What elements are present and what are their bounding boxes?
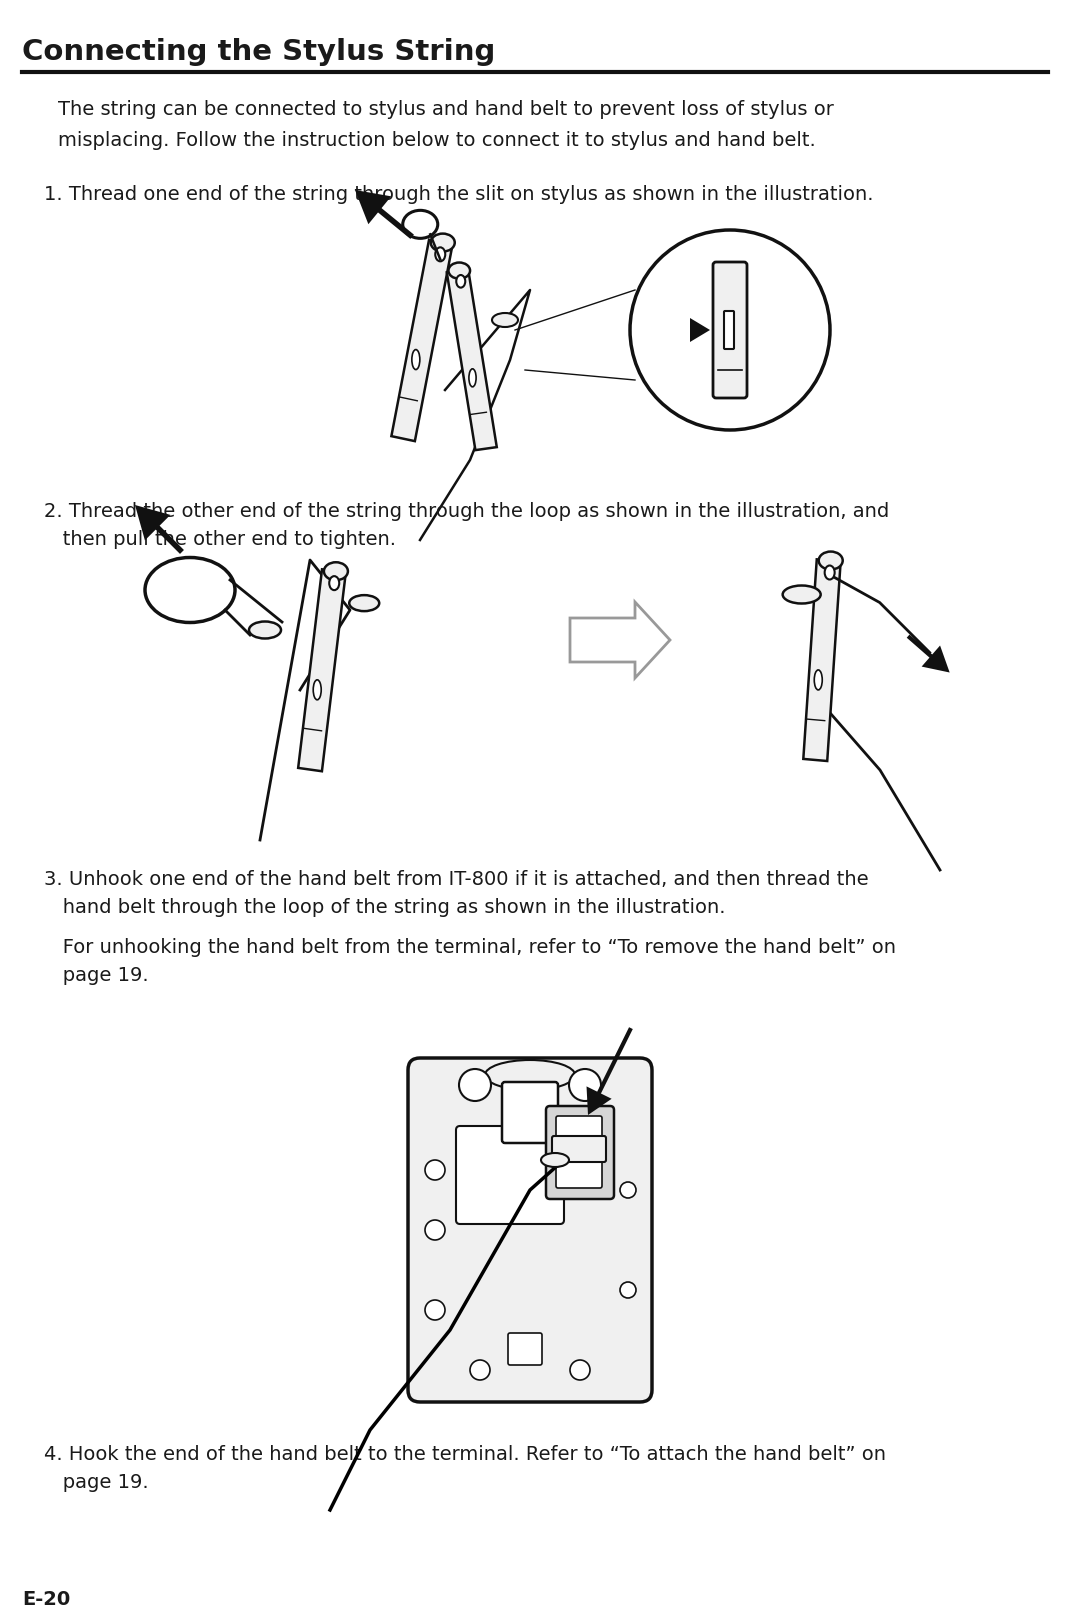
Polygon shape (392, 239, 452, 441)
Polygon shape (922, 645, 950, 672)
Ellipse shape (818, 551, 843, 569)
Polygon shape (447, 270, 497, 451)
Text: 2. Thread the other end of the string through the loop as shown in the illustrat: 2. Thread the other end of the string th… (44, 503, 889, 520)
Polygon shape (803, 559, 841, 761)
Circle shape (425, 1220, 445, 1239)
Text: 1. Thread one end of the string through the slit on stylus as shown in the illus: 1. Thread one end of the string through … (44, 184, 874, 204)
Text: The string can be connected to stylus and hand belt to prevent loss of stylus or: The string can be connected to stylus an… (58, 100, 834, 150)
Text: For unhooking the hand belt from the terminal, refer to “To remove the hand belt: For unhooking the hand belt from the ter… (44, 937, 896, 957)
Circle shape (630, 229, 830, 430)
FancyBboxPatch shape (456, 1126, 564, 1223)
Circle shape (469, 1361, 490, 1380)
Polygon shape (355, 191, 392, 225)
Text: then pull the other end to tighten.: then pull the other end to tighten. (44, 530, 396, 549)
Circle shape (425, 1299, 445, 1320)
Circle shape (569, 1070, 601, 1100)
Text: page 19.: page 19. (44, 966, 148, 986)
Ellipse shape (349, 595, 379, 611)
Ellipse shape (448, 262, 471, 278)
FancyBboxPatch shape (556, 1117, 602, 1188)
Ellipse shape (468, 368, 476, 386)
Circle shape (570, 1361, 590, 1380)
FancyBboxPatch shape (713, 262, 747, 398)
Ellipse shape (541, 1152, 569, 1167)
Text: hand belt through the loop of the string as shown in the illustration.: hand belt through the loop of the string… (44, 898, 726, 916)
Text: page 19.: page 19. (44, 1474, 148, 1492)
Ellipse shape (457, 275, 465, 288)
Circle shape (620, 1281, 636, 1298)
FancyBboxPatch shape (508, 1333, 542, 1366)
Polygon shape (298, 569, 346, 771)
Circle shape (620, 1181, 636, 1197)
Polygon shape (570, 603, 670, 679)
Circle shape (459, 1070, 491, 1100)
FancyBboxPatch shape (552, 1136, 606, 1162)
Ellipse shape (412, 349, 419, 370)
FancyBboxPatch shape (408, 1058, 652, 1403)
Ellipse shape (431, 234, 455, 252)
Ellipse shape (330, 577, 339, 590)
Text: E-20: E-20 (22, 1590, 70, 1610)
Ellipse shape (783, 585, 821, 603)
Circle shape (425, 1160, 445, 1180)
Text: Connecting the Stylus String: Connecting the Stylus String (22, 39, 495, 66)
FancyBboxPatch shape (546, 1105, 614, 1199)
Ellipse shape (485, 1060, 575, 1091)
Text: 4. Hook the end of the hand belt to the terminal. Refer to “To attach the hand b: 4. Hook the end of the hand belt to the … (44, 1445, 886, 1464)
Ellipse shape (825, 566, 834, 580)
Polygon shape (587, 1086, 611, 1115)
Ellipse shape (314, 680, 321, 700)
Ellipse shape (814, 671, 823, 690)
Ellipse shape (435, 247, 445, 262)
Text: 3. Unhook one end of the hand belt from IT-800 if it is attached, and then threa: 3. Unhook one end of the hand belt from … (44, 869, 869, 889)
Ellipse shape (249, 622, 281, 638)
FancyBboxPatch shape (501, 1083, 558, 1143)
FancyBboxPatch shape (724, 310, 734, 349)
Polygon shape (690, 318, 710, 343)
Ellipse shape (492, 314, 517, 326)
Polygon shape (136, 504, 171, 540)
Ellipse shape (324, 562, 348, 580)
